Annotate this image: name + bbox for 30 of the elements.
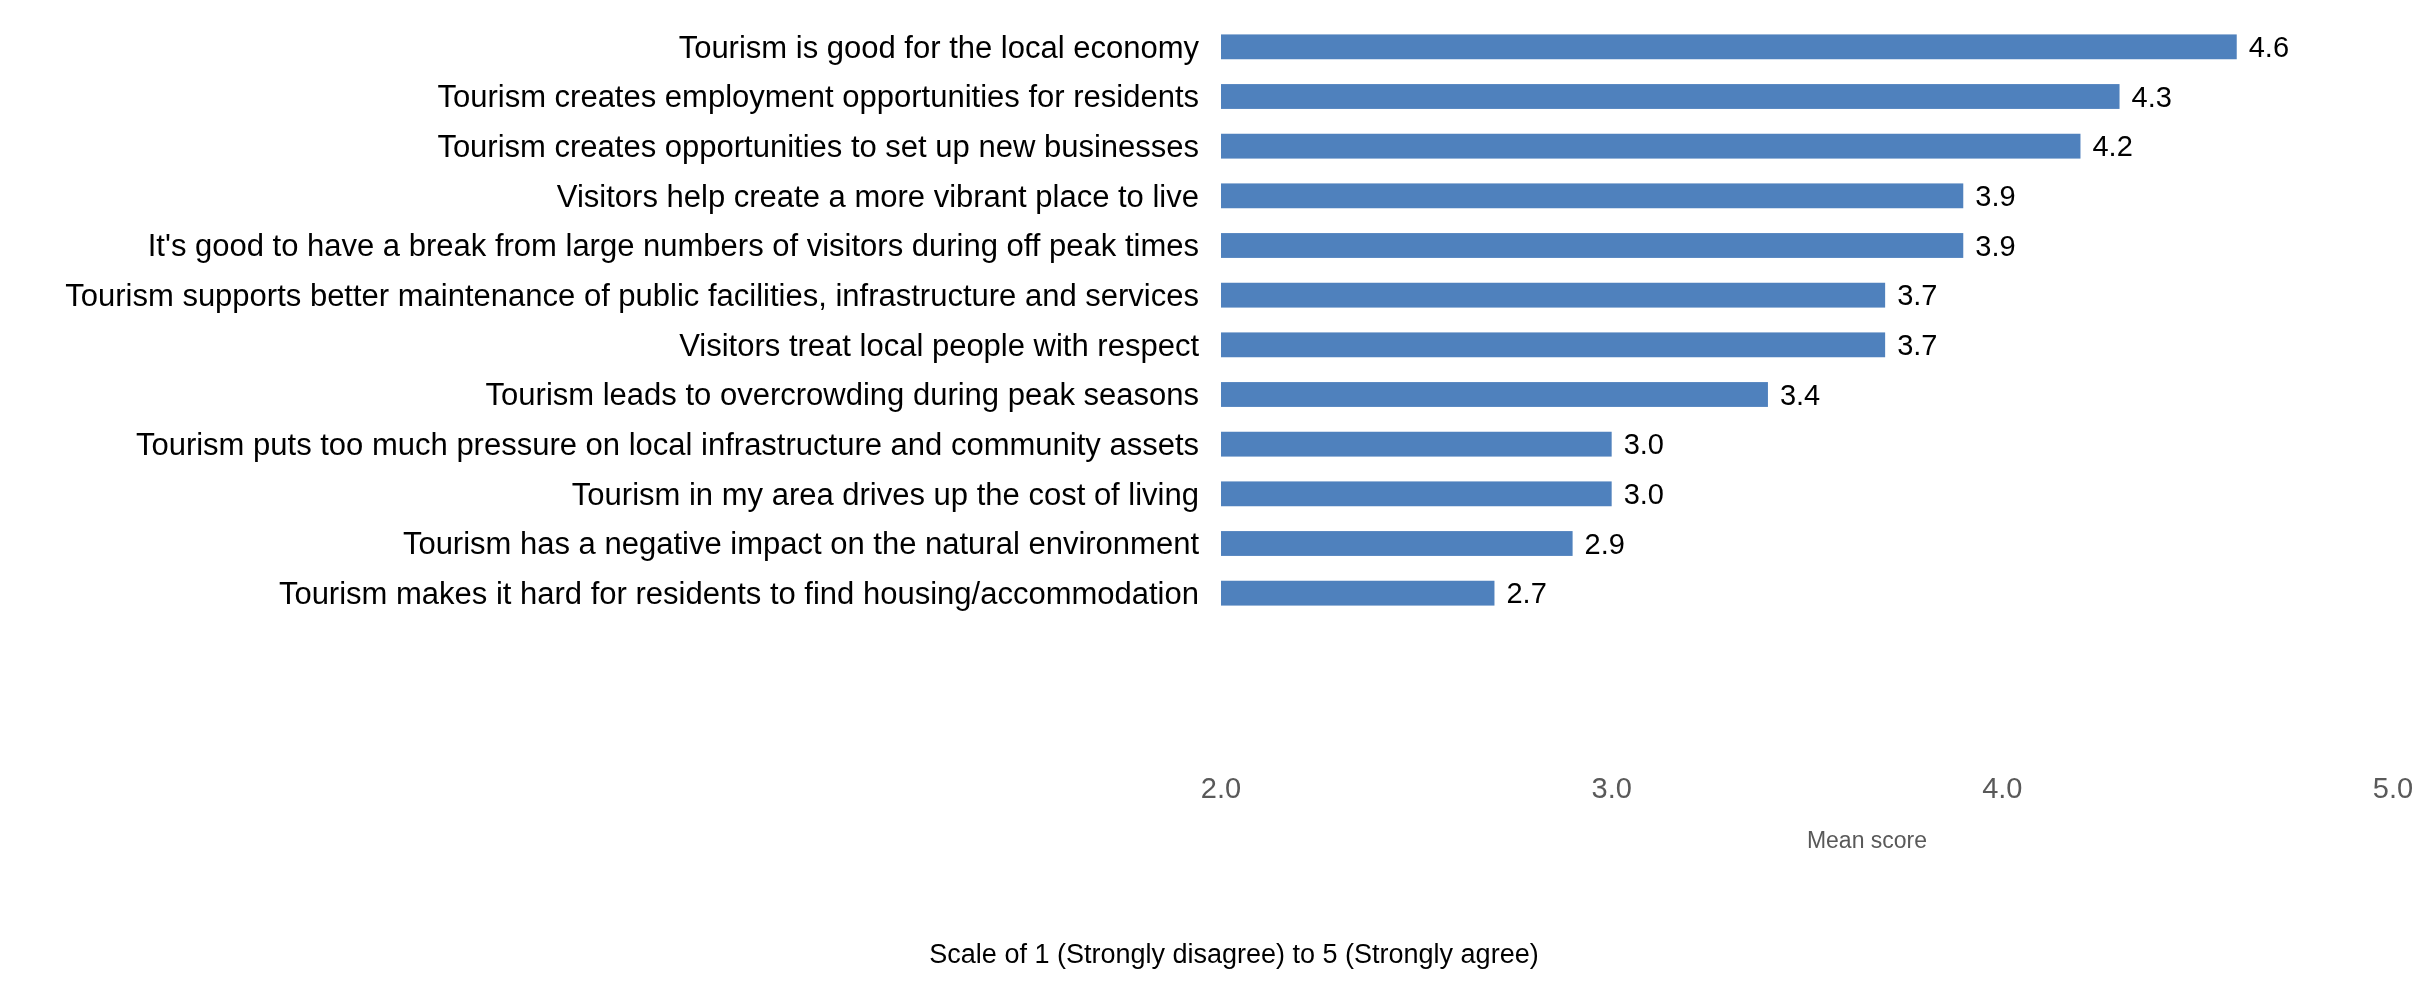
x-tick-label: 5.0 xyxy=(2372,772,2414,804)
data-label: 3.9 xyxy=(1975,229,2016,262)
y-tick-label: Tourism creates opportunities to set up new businesses xyxy=(437,129,1199,165)
y-tick-label: Tourism in my area drives up the cost of living xyxy=(571,476,1199,512)
data-label: 3.9 xyxy=(1975,179,2016,212)
data-label: 3.7 xyxy=(1897,279,1938,312)
y-tick-label: Visitors help create a more vibrant place to live xyxy=(556,178,1199,214)
y-tick-label: Tourism makes it hard for residents to find housing/accommodation xyxy=(278,576,1199,612)
y-tick-label: Tourism leads to overcrowding during peak seasons xyxy=(485,377,1199,413)
y-tick-label: Visitors treat local people with respect xyxy=(679,327,1200,363)
data-label: 2.9 xyxy=(1584,527,1625,560)
x-tick-label: 4.0 xyxy=(1982,772,2023,804)
y-tick-label: Tourism creates employment opportunities for residents xyxy=(437,79,1199,115)
x-axis-title: Mean score xyxy=(1806,827,1928,853)
data-label: 3.0 xyxy=(1623,477,1664,510)
data-label: 4.6 xyxy=(2248,30,2290,63)
y-tick-label: It's good to have a break from large numbers of visitors during off peak times xyxy=(147,228,1199,264)
x-tick-label: 3.0 xyxy=(1591,772,1632,804)
data-label: 3.0 xyxy=(1623,428,1664,461)
data-label: 3.7 xyxy=(1897,328,1938,361)
y-tick-label: Tourism has a negative impact on the natural environment xyxy=(402,526,1200,562)
data-label: 2.7 xyxy=(1506,577,1547,610)
y-tick-label: Tourism is good for the local economy xyxy=(678,29,1200,65)
x-tick-label: 2.0 xyxy=(1200,772,1242,804)
data-label: 4.2 xyxy=(2092,130,2133,163)
data-label: 4.3 xyxy=(2131,80,2172,113)
y-tick-label: Tourism puts too much pressure on local infrastructure and community assets xyxy=(135,427,1199,463)
y-tick-label: Tourism supports better maintenance of public facilities, infrastructure and services xyxy=(65,278,1199,314)
data-label: 3.4 xyxy=(1779,378,1821,411)
text: Scale of 1 (Strongly disagree) to 5 (Strongly agree) xyxy=(929,939,1539,969)
